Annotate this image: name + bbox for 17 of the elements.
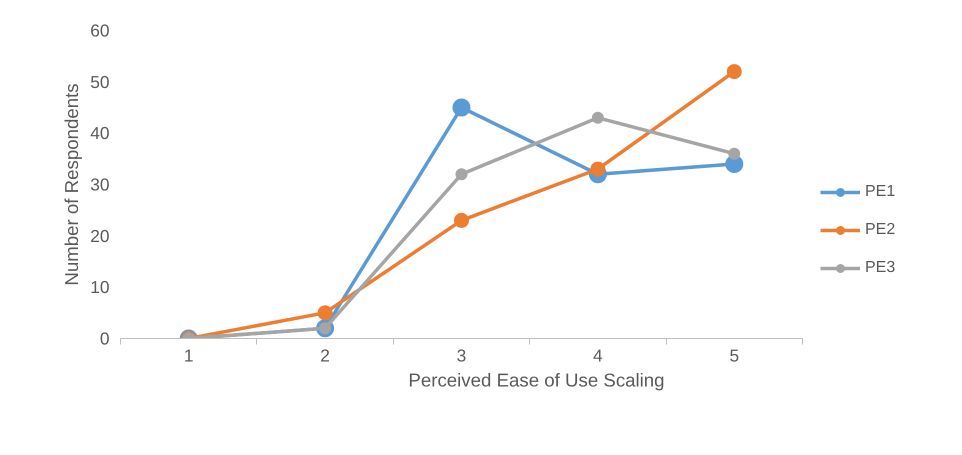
x-tick-label: 5 [729, 346, 740, 366]
y-tick-label: 60 [90, 20, 110, 40]
y-tick-label: 0 [100, 328, 110, 348]
legend-label: PE1 [865, 183, 896, 201]
y-tick-label: 20 [90, 226, 110, 246]
legend-label: PE2 [865, 221, 896, 239]
x-tick-label: 3 [456, 346, 466, 366]
x-axis-title: Perceived Ease of Use Scaling [408, 370, 665, 390]
y-tick-label: 40 [90, 123, 110, 144]
y-tick-label: 50 [90, 72, 110, 92]
legend-label: PE3 [865, 259, 896, 277]
y-tick-label: 10 [90, 277, 110, 298]
y-tick-label: 30 [90, 174, 110, 194]
x-tick-label: 1 [184, 346, 194, 366]
x-tick-label: 2 [320, 346, 330, 366]
x-tick-label: 4 [593, 346, 604, 366]
y-axis-title: Number of Respondents [61, 83, 82, 286]
